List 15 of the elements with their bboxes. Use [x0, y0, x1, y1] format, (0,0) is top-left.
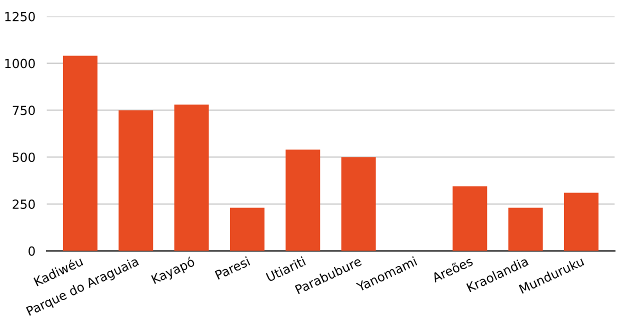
- y-tick-label: 1000: [5, 58, 35, 68]
- bar: [286, 150, 320, 251]
- y-tick-label: 750: [12, 106, 35, 116]
- bar: [341, 157, 376, 251]
- bar: [118, 110, 154, 251]
- bar: [508, 208, 543, 251]
- bar: [62, 56, 98, 251]
- bar: [174, 104, 209, 251]
- bar: [564, 192, 598, 251]
- y-tick-label: 500: [12, 152, 35, 162]
- bar: [452, 186, 488, 251]
- y-tick-label: 250: [12, 199, 35, 209]
- y-tick-label: 1250: [5, 12, 35, 22]
- bar: [230, 208, 264, 251]
- y-tick-label: 0: [28, 246, 35, 256]
